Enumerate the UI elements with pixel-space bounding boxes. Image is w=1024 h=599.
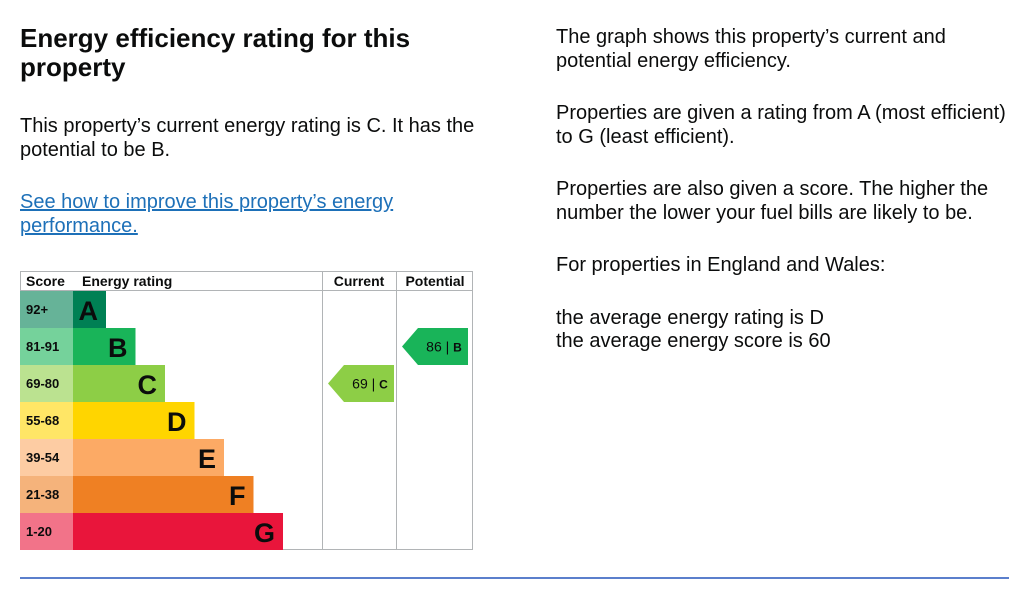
current-rating-text: This property’s current energy rating is… — [20, 115, 475, 161]
score-cell-c — [20, 365, 73, 402]
score-cell-a — [20, 291, 73, 328]
score-cell-g — [20, 513, 73, 550]
energy-rating-chart: Score Energy rating Current Potential 92… — [20, 271, 473, 550]
header-score: Score — [26, 273, 65, 289]
rating-bar-b — [73, 328, 136, 365]
rating-bar-d — [73, 402, 195, 439]
current-marker — [328, 365, 394, 402]
rating-letter-c: C — [138, 370, 158, 400]
score-explanation: Properties are also given a score. The h… — [556, 178, 989, 224]
score-range-a: 92+ — [26, 302, 48, 317]
score-cell-e — [20, 439, 73, 476]
potential-marker — [402, 328, 468, 365]
rating-letter-g: G — [254, 518, 275, 548]
rating-letter-a: A — [79, 296, 99, 326]
rating-explanation: Properties are given a rating from A (mo… — [556, 102, 1006, 148]
rating-letter-b: B — [108, 333, 128, 363]
right-column: The graph shows this property’s current … — [556, 26, 1016, 354]
potential-score-label: 86 | B — [426, 339, 462, 355]
rating-bar-a — [73, 291, 106, 328]
score-range-d: 55-68 — [26, 413, 59, 428]
rating-bar-e — [73, 439, 224, 476]
score-range-c: 69-80 — [26, 376, 59, 391]
score-cell-f — [20, 476, 73, 513]
average-rating: the average energy rating is D — [556, 306, 824, 329]
score-range-b: 81-91 — [26, 339, 59, 354]
header-energy-rating: Energy rating — [82, 273, 172, 289]
graph-explanation: The graph shows this property’s current … — [556, 26, 946, 72]
header-potential: Potential — [405, 273, 464, 289]
current-score-label: 69 | C — [352, 376, 388, 392]
average-score: the average energy score is 60 — [556, 330, 831, 352]
averages: the average energy rating is D the avera… — [556, 307, 1016, 354]
left-column: Energy efficiency rating for this proper… — [20, 24, 490, 238]
page-heading: Energy efficiency rating for this proper… — [20, 23, 411, 82]
rating-letter-d: D — [167, 407, 187, 437]
score-cell-d — [20, 402, 73, 439]
score-range-f: 21-38 — [26, 487, 59, 502]
rating-letter-f: F — [229, 481, 246, 511]
region-intro: For properties in England and Wales: — [556, 254, 886, 276]
rating-letter-e: E — [198, 444, 216, 474]
rating-bar-g — [73, 513, 283, 550]
section-divider — [20, 577, 1009, 579]
improve-performance-link[interactable]: See how to improve this property’s energ… — [20, 191, 394, 237]
rating-bar-f — [73, 476, 254, 513]
score-range-e: 39-54 — [26, 450, 60, 465]
score-range-g: 1-20 — [26, 524, 52, 539]
score-cell-b — [20, 328, 73, 365]
header-current: Current — [334, 273, 385, 289]
rating-bar-c — [73, 365, 165, 402]
